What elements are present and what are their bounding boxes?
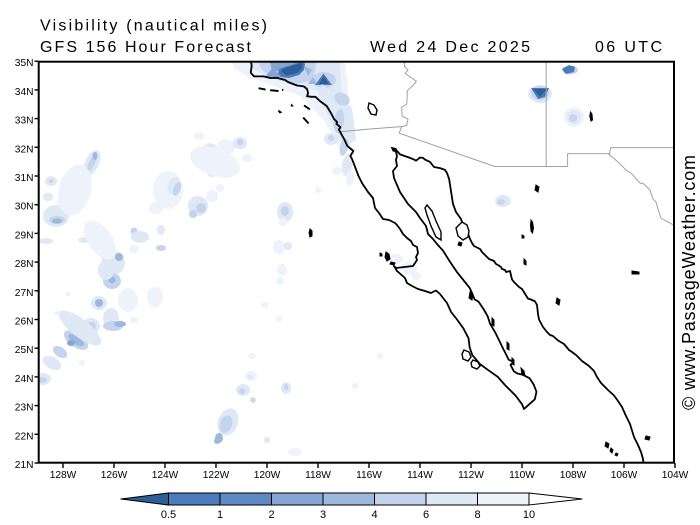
svg-text:30N: 30N [15,202,34,213]
svg-text:21N: 21N [15,460,34,471]
svg-text:114W: 114W [407,470,433,481]
svg-text:Visibility (nautical miles): Visibility (nautical miles) [40,18,267,35]
svg-text:112W: 112W [458,470,484,481]
svg-text:34N: 34N [15,87,34,98]
svg-text:126W: 126W [101,470,128,481]
svg-text:8: 8 [474,509,480,521]
svg-text:106W: 106W [611,470,638,481]
svg-text:104W: 104W [662,470,689,481]
svg-text:4: 4 [371,509,377,521]
svg-text:26N: 26N [15,317,34,328]
svg-text:116W: 116W [356,470,382,481]
svg-text:122W: 122W [203,470,230,481]
svg-text:3: 3 [320,509,326,521]
svg-text:GFS 156 Hour Forecast: GFS 156 Hour Forecast [40,39,252,56]
svg-text:22N: 22N [15,431,34,442]
svg-text:© www.PassageWeather.com: © www.PassageWeather.com [679,155,699,410]
svg-text:120W: 120W [254,470,281,481]
svg-text:124W: 124W [152,470,179,481]
svg-text:25N: 25N [15,345,34,356]
svg-text:108W: 108W [560,470,587,481]
svg-text:Wed 24 Dec 2025: Wed 24 Dec 2025 [370,39,530,56]
svg-text:6: 6 [423,509,429,521]
svg-text:06 UTC: 06 UTC [595,39,662,56]
svg-text:27N: 27N [15,288,34,299]
svg-text:29N: 29N [15,230,34,241]
svg-text:128W: 128W [50,470,77,481]
svg-text:24N: 24N [15,374,34,385]
svg-text:35N: 35N [15,58,34,69]
svg-text:10: 10 [523,509,535,521]
svg-text:118W: 118W [305,470,331,481]
svg-text:2: 2 [268,509,274,521]
svg-text:31N: 31N [15,173,34,184]
svg-text:33N: 33N [15,116,34,127]
svg-text:28N: 28N [15,259,34,270]
svg-text:110W: 110W [509,470,535,481]
svg-text:0.5: 0.5 [161,509,176,521]
svg-text:32N: 32N [15,144,34,155]
svg-text:23N: 23N [15,403,34,414]
svg-text:1: 1 [217,509,223,521]
